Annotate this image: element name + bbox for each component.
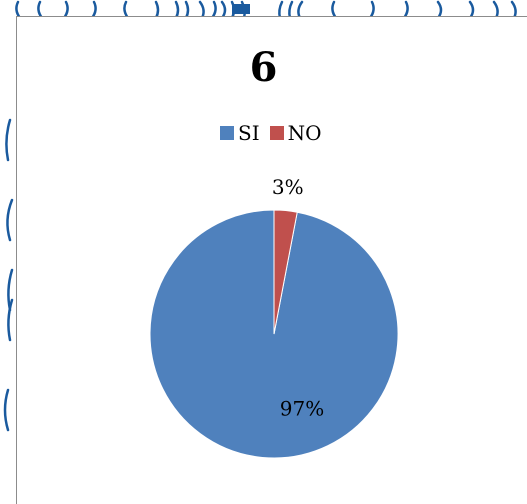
legend-swatch-si — [220, 126, 234, 140]
legend-label-no: NO — [287, 121, 322, 145]
data-label-no: 3% — [272, 175, 304, 199]
data-label-si: 97% — [280, 397, 324, 421]
legend-label-si: SI — [238, 121, 260, 145]
legend-item-si: SI — [220, 121, 260, 145]
pie-slice-no — [273, 209, 298, 335]
legend: SI NO — [220, 120, 332, 146]
legend-item-no: NO — [269, 121, 322, 145]
legend-swatch-no — [269, 126, 284, 140]
chart-title: 6 — [249, 44, 278, 91]
